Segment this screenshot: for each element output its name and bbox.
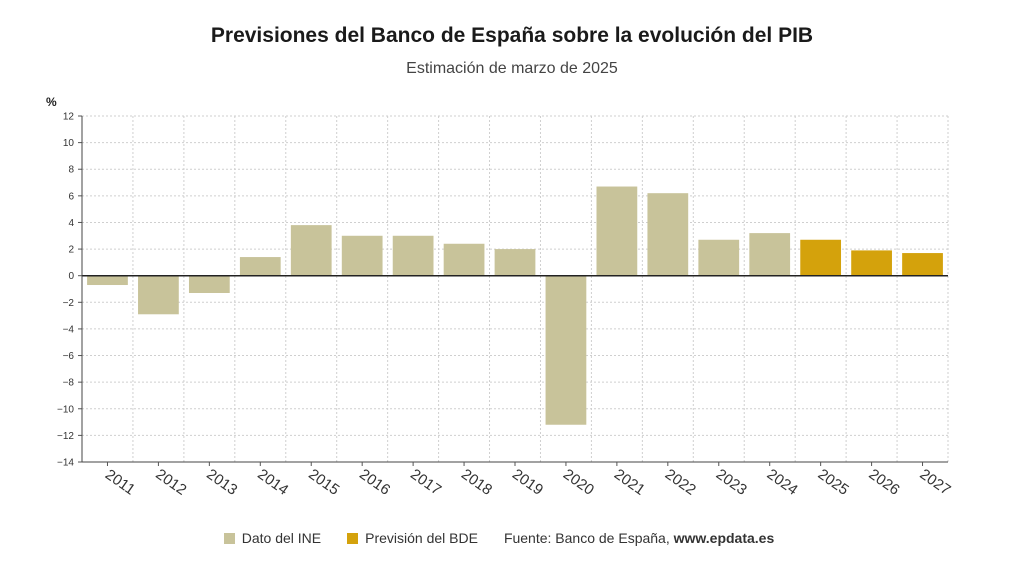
bar-2027: [902, 253, 943, 276]
y-tick-label: −14: [57, 458, 74, 469]
x-tick-label-2022: 2022: [662, 466, 699, 499]
chart-subtitle: Estimación de marzo de 2025: [406, 60, 618, 77]
bar-2025: [800, 239, 842, 276]
y-tick-label: 8: [68, 165, 74, 176]
x-tick-label-2015: 2015: [305, 466, 342, 499]
bar-2022: [647, 193, 689, 276]
x-tick-label-2018: 2018: [458, 466, 495, 499]
y-tick-label: 12: [63, 112, 75, 123]
bar-2013: [188, 275, 230, 293]
source-site: www.epdata.es: [673, 530, 775, 546]
x-tick-label-2023: 2023: [713, 466, 750, 499]
bar-2018: [443, 243, 485, 276]
y-tick-label: −12: [57, 431, 74, 442]
bar-2017: [392, 235, 434, 276]
bar-2023: [698, 239, 740, 276]
bar-2015: [290, 225, 332, 276]
x-tick-label-2021: 2021: [611, 466, 648, 499]
y-tick-label: −2: [63, 298, 75, 309]
bar-2019: [494, 249, 536, 276]
x-tick-label-2020: 2020: [560, 466, 597, 499]
x-tick-label-2027: 2027: [917, 466, 954, 499]
legend-item-ine: Dato del INE: [223, 530, 322, 546]
bar-2026: [851, 250, 892, 276]
legend-label-ine: Dato del INE: [241, 530, 322, 546]
y-tick-label: −10: [57, 404, 74, 415]
x-tick-label-2016: 2016: [356, 466, 393, 499]
y-axis-unit-label: %: [46, 95, 57, 109]
y-tick-label: 2: [68, 245, 74, 256]
source-note: Fuente: Banco de España, www.epdata.es: [504, 530, 774, 546]
legend-item-bde: Previsión del BDE: [347, 530, 478, 546]
bar-2016: [341, 235, 383, 276]
x-tick-label-2026: 2026: [866, 466, 903, 499]
y-tick-label: 0: [68, 271, 74, 282]
legend: Dato del INE Previsión del BDE Fuente: B…: [0, 530, 1024, 546]
x-tick-label-2012: 2012: [152, 466, 189, 499]
legend-label-bde: Previsión del BDE: [365, 530, 478, 546]
bar-2011: [87, 275, 128, 286]
bar-2014: [239, 257, 281, 276]
y-tick-label: −4: [63, 324, 75, 335]
y-tick-label: 4: [68, 218, 74, 229]
bar-2024: [749, 233, 791, 276]
x-tick-label-2019: 2019: [509, 466, 546, 499]
x-tick-label-2013: 2013: [203, 466, 240, 499]
y-tick-label: 10: [63, 138, 75, 149]
bar-2012: [138, 275, 179, 315]
y-tick-label: 6: [68, 191, 74, 202]
x-tick-label-2024: 2024: [764, 466, 801, 499]
x-tick-label-2014: 2014: [254, 466, 291, 499]
bar-2020: [545, 275, 587, 425]
y-tick-label: −8: [63, 378, 75, 389]
x-tick-label-2017: 2017: [407, 466, 444, 499]
legend-swatch-ine: [223, 532, 235, 544]
x-tick-label-2025: 2025: [815, 466, 852, 499]
legend-swatch-bde: [347, 532, 359, 544]
bar-2021: [596, 186, 638, 276]
source-prefix: Fuente: Banco de España,: [503, 530, 674, 546]
chart-title: Previsiones del Banco de España sobre la…: [210, 24, 814, 47]
x-tick-label-2011: 2011: [102, 466, 138, 498]
y-tick-label: −6: [63, 351, 75, 362]
